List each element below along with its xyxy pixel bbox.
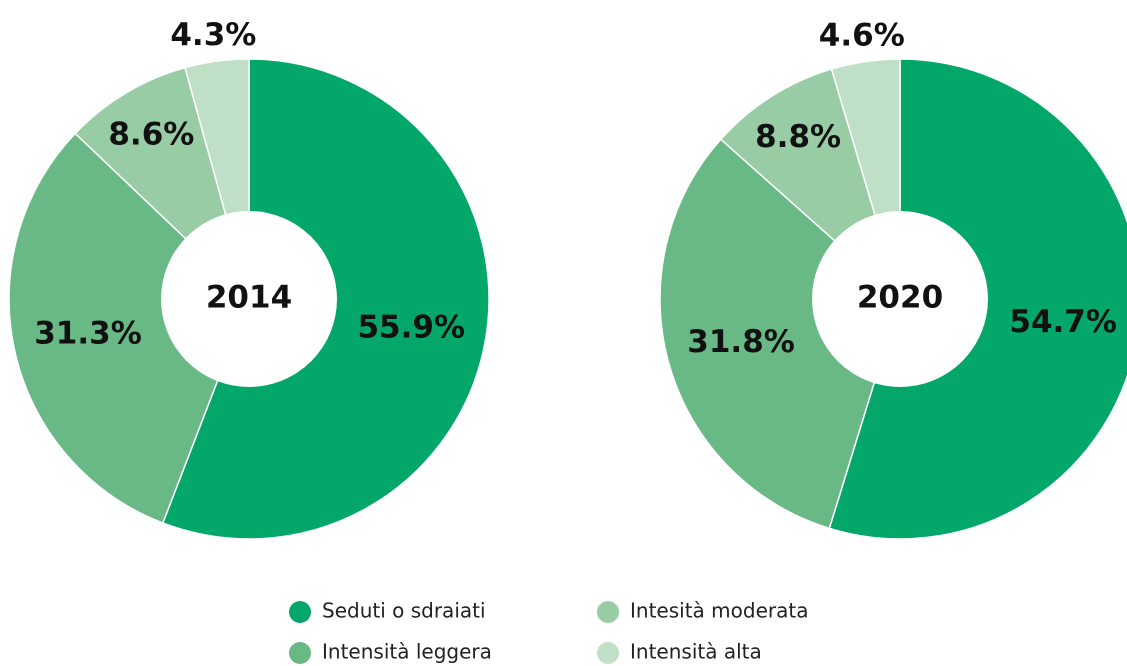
legend-label: Intensità leggera: [322, 640, 492, 664]
legend-label: Intensità alta: [630, 640, 762, 664]
value-label: 4.3%: [170, 17, 256, 53]
value-label: 31.8%: [687, 324, 795, 360]
legend-swatch: [289, 642, 311, 664]
value-label: 8.8%: [755, 119, 841, 155]
legend-label: Intesità moderata: [630, 599, 808, 623]
value-label: 4.6%: [819, 17, 905, 53]
slice: [8, 132, 250, 524]
value-label: 55.9%: [357, 310, 465, 346]
slice: [659, 138, 901, 530]
legend-swatch: [289, 601, 311, 623]
chart-title: 2014: [206, 280, 292, 316]
legend-label: Seduti o sdraiati: [322, 599, 486, 623]
legend-swatch: [597, 642, 619, 664]
donut-hole: [812, 211, 988, 387]
value-label: 8.6%: [108, 117, 194, 153]
donut-hole: [161, 211, 337, 387]
chart-title: 2020: [857, 280, 943, 316]
legend-swatch: [597, 601, 619, 623]
value-label: 54.7%: [1009, 304, 1117, 340]
value-label: 31.3%: [34, 316, 142, 352]
